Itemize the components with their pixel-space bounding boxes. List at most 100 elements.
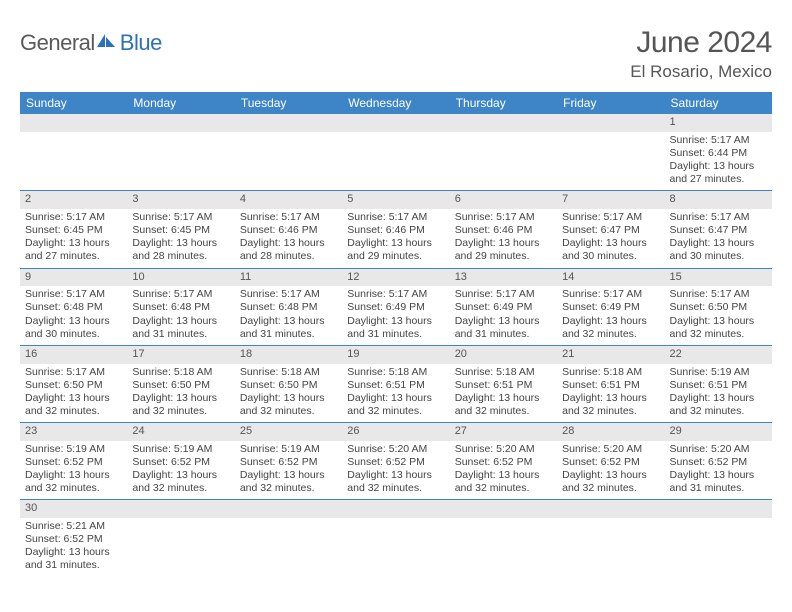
calendar-cell: 26Sunrise: 5:20 AMSunset: 6:52 PMDayligh… — [342, 423, 449, 500]
sunset-line: Sunset: 6:50 PM — [240, 379, 337, 392]
day-details: Sunrise: 5:18 AMSunset: 6:51 PMDaylight:… — [450, 364, 557, 423]
day-number: 15 — [665, 269, 772, 287]
calendar-cell: 16Sunrise: 5:17 AMSunset: 6:50 PMDayligh… — [20, 345, 127, 422]
calendar-cell: 19Sunrise: 5:18 AMSunset: 6:51 PMDayligh… — [342, 345, 449, 422]
calendar-cell: 8Sunrise: 5:17 AMSunset: 6:47 PMDaylight… — [665, 191, 772, 268]
sunset-line: Sunset: 6:51 PM — [670, 379, 767, 392]
calendar-row: 9Sunrise: 5:17 AMSunset: 6:48 PMDaylight… — [20, 268, 772, 345]
calendar-row: 16Sunrise: 5:17 AMSunset: 6:50 PMDayligh… — [20, 345, 772, 422]
sunset-line: Sunset: 6:47 PM — [562, 224, 659, 237]
sunset-line: Sunset: 6:52 PM — [240, 456, 337, 469]
calendar-cell: 9Sunrise: 5:17 AMSunset: 6:48 PMDaylight… — [20, 268, 127, 345]
day-details: Sunrise: 5:17 AMSunset: 6:46 PMDaylight:… — [450, 209, 557, 268]
daylight-line: Daylight: 13 hours and 32 minutes. — [562, 315, 659, 341]
sunrise-line: Sunrise: 5:17 AM — [25, 288, 122, 301]
calendar-cell: 21Sunrise: 5:18 AMSunset: 6:51 PMDayligh… — [557, 345, 664, 422]
calendar-table: SundayMondayTuesdayWednesdayThursdayFrid… — [20, 92, 772, 577]
calendar-cell: 11Sunrise: 5:17 AMSunset: 6:48 PMDayligh… — [235, 268, 342, 345]
sunrise-line: Sunrise: 5:18 AM — [347, 366, 444, 379]
calendar-cell — [342, 500, 449, 577]
day-number: 24 — [127, 423, 234, 441]
sunset-line: Sunset: 6:48 PM — [240, 301, 337, 314]
weekday-header: Monday — [127, 92, 234, 114]
day-number: 10 — [127, 269, 234, 287]
daylight-line: Daylight: 13 hours and 28 minutes. — [240, 237, 337, 263]
sunset-line: Sunset: 6:52 PM — [25, 533, 122, 546]
calendar-row: 23Sunrise: 5:19 AMSunset: 6:52 PMDayligh… — [20, 423, 772, 500]
daylight-line: Daylight: 13 hours and 27 minutes. — [25, 237, 122, 263]
daylight-line: Daylight: 13 hours and 32 minutes. — [562, 469, 659, 495]
day-number — [235, 500, 342, 518]
day-number: 6 — [450, 191, 557, 209]
sunset-line: Sunset: 6:50 PM — [670, 301, 767, 314]
day-number: 11 — [235, 269, 342, 287]
day-number: 12 — [342, 269, 449, 287]
daylight-line: Daylight: 13 hours and 30 minutes. — [670, 237, 767, 263]
calendar-cell: 15Sunrise: 5:17 AMSunset: 6:50 PMDayligh… — [665, 268, 772, 345]
calendar-cell — [235, 500, 342, 577]
daylight-line: Daylight: 13 hours and 31 minutes. — [132, 315, 229, 341]
calendar-cell: 2Sunrise: 5:17 AMSunset: 6:45 PMDaylight… — [20, 191, 127, 268]
calendar-cell — [450, 500, 557, 577]
day-details: Sunrise: 5:18 AMSunset: 6:51 PMDaylight:… — [342, 364, 449, 423]
day-number — [557, 114, 664, 132]
sunset-line: Sunset: 6:48 PM — [25, 301, 122, 314]
day-details: Sunrise: 5:17 AMSunset: 6:44 PMDaylight:… — [665, 132, 772, 191]
daylight-line: Daylight: 13 hours and 32 minutes. — [132, 469, 229, 495]
sunrise-line: Sunrise: 5:17 AM — [670, 211, 767, 224]
daylight-line: Daylight: 13 hours and 31 minutes. — [455, 315, 552, 341]
day-number: 18 — [235, 346, 342, 364]
sunrise-line: Sunrise: 5:17 AM — [132, 211, 229, 224]
sunset-line: Sunset: 6:45 PM — [25, 224, 122, 237]
day-number: 23 — [20, 423, 127, 441]
day-details: Sunrise: 5:21 AMSunset: 6:52 PMDaylight:… — [20, 518, 127, 577]
calendar-cell: 14Sunrise: 5:17 AMSunset: 6:49 PMDayligh… — [557, 268, 664, 345]
day-number — [20, 114, 127, 132]
day-number: 3 — [127, 191, 234, 209]
day-number — [557, 500, 664, 518]
calendar-cell: 1Sunrise: 5:17 AMSunset: 6:44 PMDaylight… — [665, 114, 772, 191]
sunrise-line: Sunrise: 5:17 AM — [240, 211, 337, 224]
sunset-line: Sunset: 6:50 PM — [25, 379, 122, 392]
sunset-line: Sunset: 6:47 PM — [670, 224, 767, 237]
daylight-line: Daylight: 13 hours and 31 minutes. — [25, 546, 122, 572]
day-details: Sunrise: 5:17 AMSunset: 6:50 PMDaylight:… — [20, 364, 127, 423]
calendar-cell — [557, 500, 664, 577]
day-details: Sunrise: 5:19 AMSunset: 6:52 PMDaylight:… — [20, 441, 127, 500]
sunset-line: Sunset: 6:52 PM — [455, 456, 552, 469]
daylight-line: Daylight: 13 hours and 29 minutes. — [347, 237, 444, 263]
day-number — [342, 500, 449, 518]
sunrise-line: Sunrise: 5:17 AM — [562, 211, 659, 224]
daylight-line: Daylight: 13 hours and 30 minutes. — [25, 315, 122, 341]
sunrise-line: Sunrise: 5:20 AM — [455, 443, 552, 456]
weekday-header: Wednesday — [342, 92, 449, 114]
daylight-line: Daylight: 13 hours and 28 minutes. — [132, 237, 229, 263]
day-number: 26 — [342, 423, 449, 441]
day-details: Sunrise: 5:17 AMSunset: 6:46 PMDaylight:… — [235, 209, 342, 268]
calendar-cell: 17Sunrise: 5:18 AMSunset: 6:50 PMDayligh… — [127, 345, 234, 422]
daylight-line: Daylight: 13 hours and 32 minutes. — [347, 392, 444, 418]
daylight-line: Daylight: 13 hours and 32 minutes. — [670, 315, 767, 341]
sunrise-line: Sunrise: 5:17 AM — [670, 288, 767, 301]
logo-text-blue: Blue — [120, 30, 162, 56]
calendar-cell: 18Sunrise: 5:18 AMSunset: 6:50 PMDayligh… — [235, 345, 342, 422]
calendar-cell: 27Sunrise: 5:20 AMSunset: 6:52 PMDayligh… — [450, 423, 557, 500]
sunrise-line: Sunrise: 5:17 AM — [132, 288, 229, 301]
weekday-header: Friday — [557, 92, 664, 114]
day-details: Sunrise: 5:17 AMSunset: 6:49 PMDaylight:… — [342, 286, 449, 345]
sunset-line: Sunset: 6:50 PM — [132, 379, 229, 392]
daylight-line: Daylight: 13 hours and 32 minutes. — [455, 469, 552, 495]
sunset-line: Sunset: 6:46 PM — [240, 224, 337, 237]
day-details: Sunrise: 5:20 AMSunset: 6:52 PMDaylight:… — [342, 441, 449, 500]
calendar-cell — [342, 114, 449, 191]
day-details: Sunrise: 5:17 AMSunset: 6:48 PMDaylight:… — [127, 286, 234, 345]
day-number: 5 — [342, 191, 449, 209]
calendar-cell: 12Sunrise: 5:17 AMSunset: 6:49 PMDayligh… — [342, 268, 449, 345]
calendar-cell: 24Sunrise: 5:19 AMSunset: 6:52 PMDayligh… — [127, 423, 234, 500]
day-number: 13 — [450, 269, 557, 287]
sunset-line: Sunset: 6:44 PM — [670, 147, 767, 160]
day-details: Sunrise: 5:17 AMSunset: 6:50 PMDaylight:… — [665, 286, 772, 345]
day-details: Sunrise: 5:17 AMSunset: 6:47 PMDaylight:… — [665, 209, 772, 268]
sunrise-line: Sunrise: 5:17 AM — [562, 288, 659, 301]
daylight-line: Daylight: 13 hours and 32 minutes. — [670, 392, 767, 418]
